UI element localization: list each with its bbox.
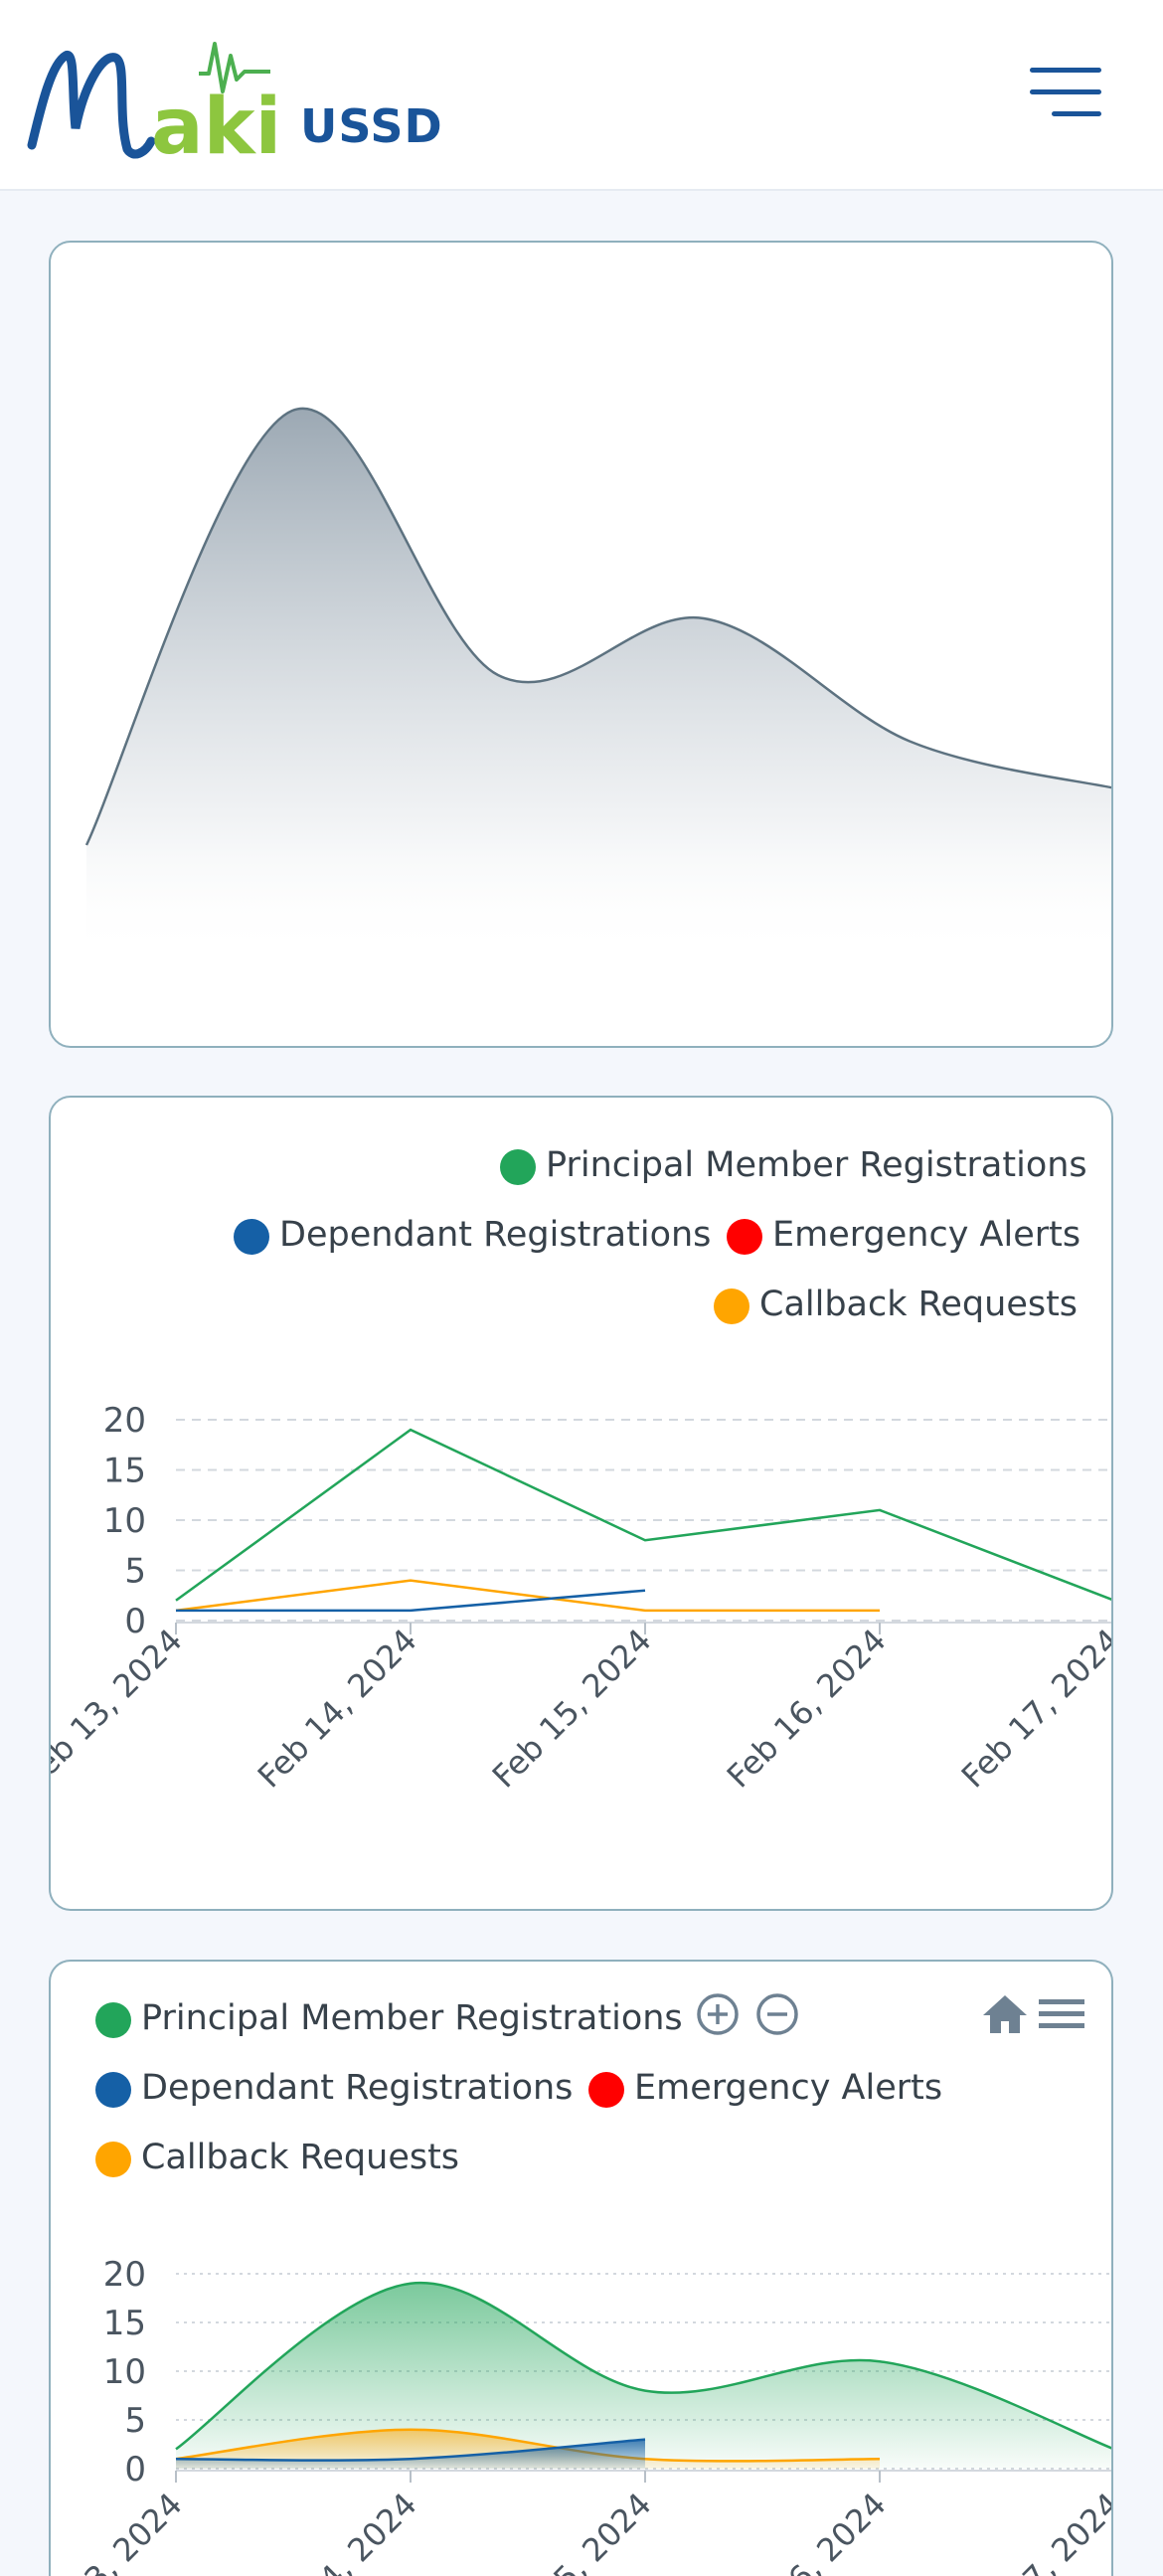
x-tick-label: Feb 17, 2024 xyxy=(954,1622,1113,1796)
x-tick-label: Feb 17, 2024 xyxy=(954,2486,1113,2576)
legend-label-callback: Callback Requests xyxy=(141,2138,460,2177)
legend-dot-emergency xyxy=(727,1219,762,1255)
logo-wordmark: aki xyxy=(151,83,281,163)
legend-label-principal: Principal Member Registrations xyxy=(141,1998,683,2038)
x-tick-label: Feb 15, 2024 xyxy=(485,1622,659,1796)
y-tick-label: 10 xyxy=(103,2352,146,2392)
y-tick-label: 5 xyxy=(124,1552,146,1592)
y-tick-label: 10 xyxy=(103,1501,146,1541)
sparkline-area-fill xyxy=(86,408,1111,958)
registrations-line-chart: 0 5 10 15 20 Feb 13, 2024 Feb 14, 2024 Feb 15, … xyxy=(51,1401,1113,1796)
x-tick-label: Feb 13, 2024 xyxy=(51,2486,190,2576)
series-area-principal xyxy=(176,2283,1111,2469)
registrations-area-chart-card: Principal Member Registrations Dependant… xyxy=(49,1960,1113,2576)
app-header: aki USSD xyxy=(0,0,1163,191)
maki-logo-icon: aki xyxy=(27,42,281,172)
x-tick-label: Feb 14, 2024 xyxy=(250,2486,424,2576)
x-tick-label: Feb 16, 2024 xyxy=(720,1622,894,1796)
area-chart-legend: Principal Member Registrations Dependant… xyxy=(51,1962,1111,2200)
legend-dot-emergency xyxy=(588,2072,624,2108)
y-tick-label: 0 xyxy=(124,1602,146,1641)
registrations-area-chart: 0 5 10 15 20 Feb 13, 2024 Feb 14, 2024 Feb 15, … xyxy=(51,2255,1113,2576)
menu-icon[interactable] xyxy=(1039,1991,1086,2037)
legend-dot-principal xyxy=(95,2002,131,2038)
x-tick-label: Feb 13, 2024 xyxy=(51,1622,190,1796)
legend-dot-callback xyxy=(95,2142,131,2177)
zoom-in-icon[interactable] xyxy=(695,1991,741,2037)
home-icon[interactable] xyxy=(979,1991,1031,2037)
y-tick-label: 0 xyxy=(124,2450,146,2490)
legend-dot-dependant xyxy=(95,2072,131,2108)
y-tick-label: 20 xyxy=(103,2255,146,2295)
logo-ussd-text: USSD xyxy=(300,99,443,153)
y-tick-label: 15 xyxy=(103,2304,146,2343)
registrations-line-chart-card: Principal Member Registrations Dependant… xyxy=(49,1096,1113,1911)
legend-label-emergency: Emergency Alerts xyxy=(634,2068,943,2108)
legend-dot-principal xyxy=(500,1149,536,1185)
sparkline-series-line xyxy=(84,407,1111,846)
series-line-dependant xyxy=(176,1589,646,1613)
y-tick-label: 20 xyxy=(103,1401,146,1441)
series-line-principal xyxy=(175,2281,1111,2451)
activity-sparkline-chart xyxy=(84,407,1111,958)
series-line-callback xyxy=(175,2428,881,2463)
series-line-callback xyxy=(175,1579,880,1613)
legend-label-dependant: Dependant Registrations xyxy=(279,1215,712,1255)
legend-dot-dependant xyxy=(234,1219,269,1255)
series-line-principal xyxy=(175,1428,1111,1602)
legend-dot-callback xyxy=(714,1288,749,1324)
hamburger-menu-icon[interactable] xyxy=(1030,68,1101,121)
y-tick-label: 5 xyxy=(124,2401,146,2441)
x-tick-label: Feb 14, 2024 xyxy=(250,1622,424,1796)
zoom-out-icon[interactable] xyxy=(754,1991,800,2037)
maki-logo[interactable]: aki xyxy=(24,34,441,172)
line-chart-legend: Principal Member Registrations Dependant… xyxy=(51,1098,1111,1356)
legend-label-emergency: Emergency Alerts xyxy=(772,1215,1081,1255)
series-line-dependant xyxy=(175,2438,646,2462)
legend-label-callback: Callback Requests xyxy=(759,1285,1079,1324)
x-tick-label: Feb 15, 2024 xyxy=(485,2486,659,2576)
x-tick-label: Feb 16, 2024 xyxy=(720,2486,894,2576)
legend-label-principal: Principal Member Registrations xyxy=(546,1145,1087,1185)
activity-overview-card xyxy=(49,241,1113,1048)
y-tick-label: 15 xyxy=(103,1452,146,1491)
legend-label-dependant: Dependant Registrations xyxy=(141,2068,574,2108)
